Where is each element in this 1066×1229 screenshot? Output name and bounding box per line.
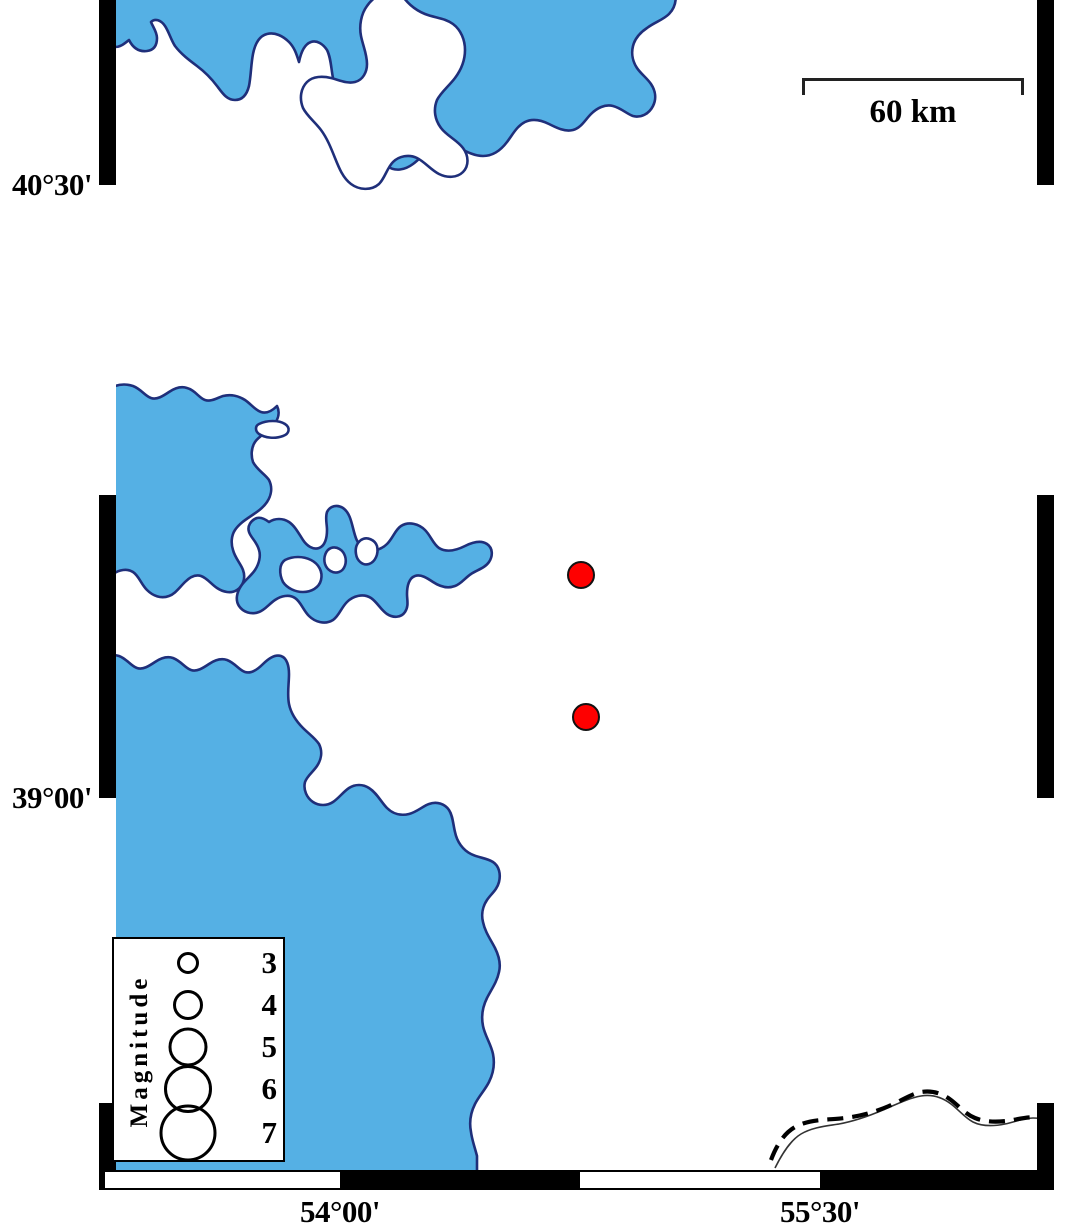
frame-band-bottom-1 (105, 1171, 340, 1188)
frame-band-right-5 (1037, 1103, 1054, 1171)
magnitude-legend: Magnitude 3 4 5 6 7 (112, 937, 285, 1162)
longitude-tick-label-5530: 55°30' (779, 1194, 861, 1229)
frame-rule-bottom-bottom (99, 1188, 1054, 1190)
frame-band-right-1 (1037, 0, 1054, 185)
land-hole-lagoon-3 (354, 537, 379, 566)
legend-row-5: 5 (158, 1025, 283, 1069)
frame-rule-bottom-top (99, 1170, 1054, 1172)
land-holes (254, 0, 469, 594)
land-hole-lagoon-1 (278, 555, 323, 594)
frame-band-right-2 (1037, 185, 1054, 495)
scale-bar: 60 km (802, 78, 1024, 138)
latitude-tick-label-3900: 39°00' (11, 780, 93, 815)
frame-band-right-3 (1037, 495, 1054, 798)
epicenter-markers (567, 561, 600, 731)
legend-label-7: 7 (261, 1115, 278, 1150)
legend-label-5: 5 (261, 1029, 278, 1064)
frame-band-bottom-4 (820, 1171, 1054, 1188)
frame-band-left-4 (99, 798, 116, 1103)
frame-band-left-1 (99, 0, 116, 185)
frame-band-bottom-0 (99, 1171, 105, 1188)
latitude-tick-label-4030: 40°30' (11, 167, 93, 202)
epicenter-marker (567, 561, 595, 589)
frame-band-bottom-2 (340, 1171, 580, 1188)
scale-bar-tick-left (802, 78, 805, 95)
legend-title: Magnitude (120, 943, 160, 1158)
legend-circle-5 (168, 1027, 208, 1067)
legend-label-3: 3 (261, 945, 278, 980)
border-lines (769, 1089, 1054, 1169)
frame-band-left-5 (99, 1103, 116, 1171)
legend-title-text: Magnitude (126, 974, 153, 1127)
legend-circle-3 (177, 952, 199, 974)
land-hole-lagoon-2 (323, 546, 348, 574)
border-thin-line (774, 1094, 1054, 1169)
border-dashed-line (769, 1089, 1054, 1161)
legend-circle-4 (173, 990, 203, 1020)
frame-band-left-3 (99, 495, 116, 798)
land-hole-north-peninsula (299, 0, 469, 191)
scale-bar-tick-right (1021, 78, 1024, 95)
legend-row-7: 7 (158, 1104, 283, 1162)
longitude-tick-label-5400: 54°00' (299, 1194, 381, 1229)
frame-band-bottom-3 (580, 1171, 820, 1188)
frame-band-right-4 (1037, 798, 1054, 1103)
water-midwest (99, 383, 280, 599)
legend-row-4: 4 (158, 983, 283, 1027)
frame-band-left-2 (99, 185, 116, 495)
legend-row-3: 3 (158, 941, 283, 985)
scale-bar-label: 60 km (869, 94, 957, 130)
land-hole-small-island (254, 419, 290, 440)
epicenter-marker (572, 703, 600, 731)
legend-label-4: 4 (261, 987, 278, 1022)
legend-row-6: 6 (158, 1065, 283, 1113)
legend-label-6: 6 (261, 1071, 278, 1106)
scale-bar-line (802, 78, 1024, 81)
legend-circle-7 (159, 1104, 217, 1162)
